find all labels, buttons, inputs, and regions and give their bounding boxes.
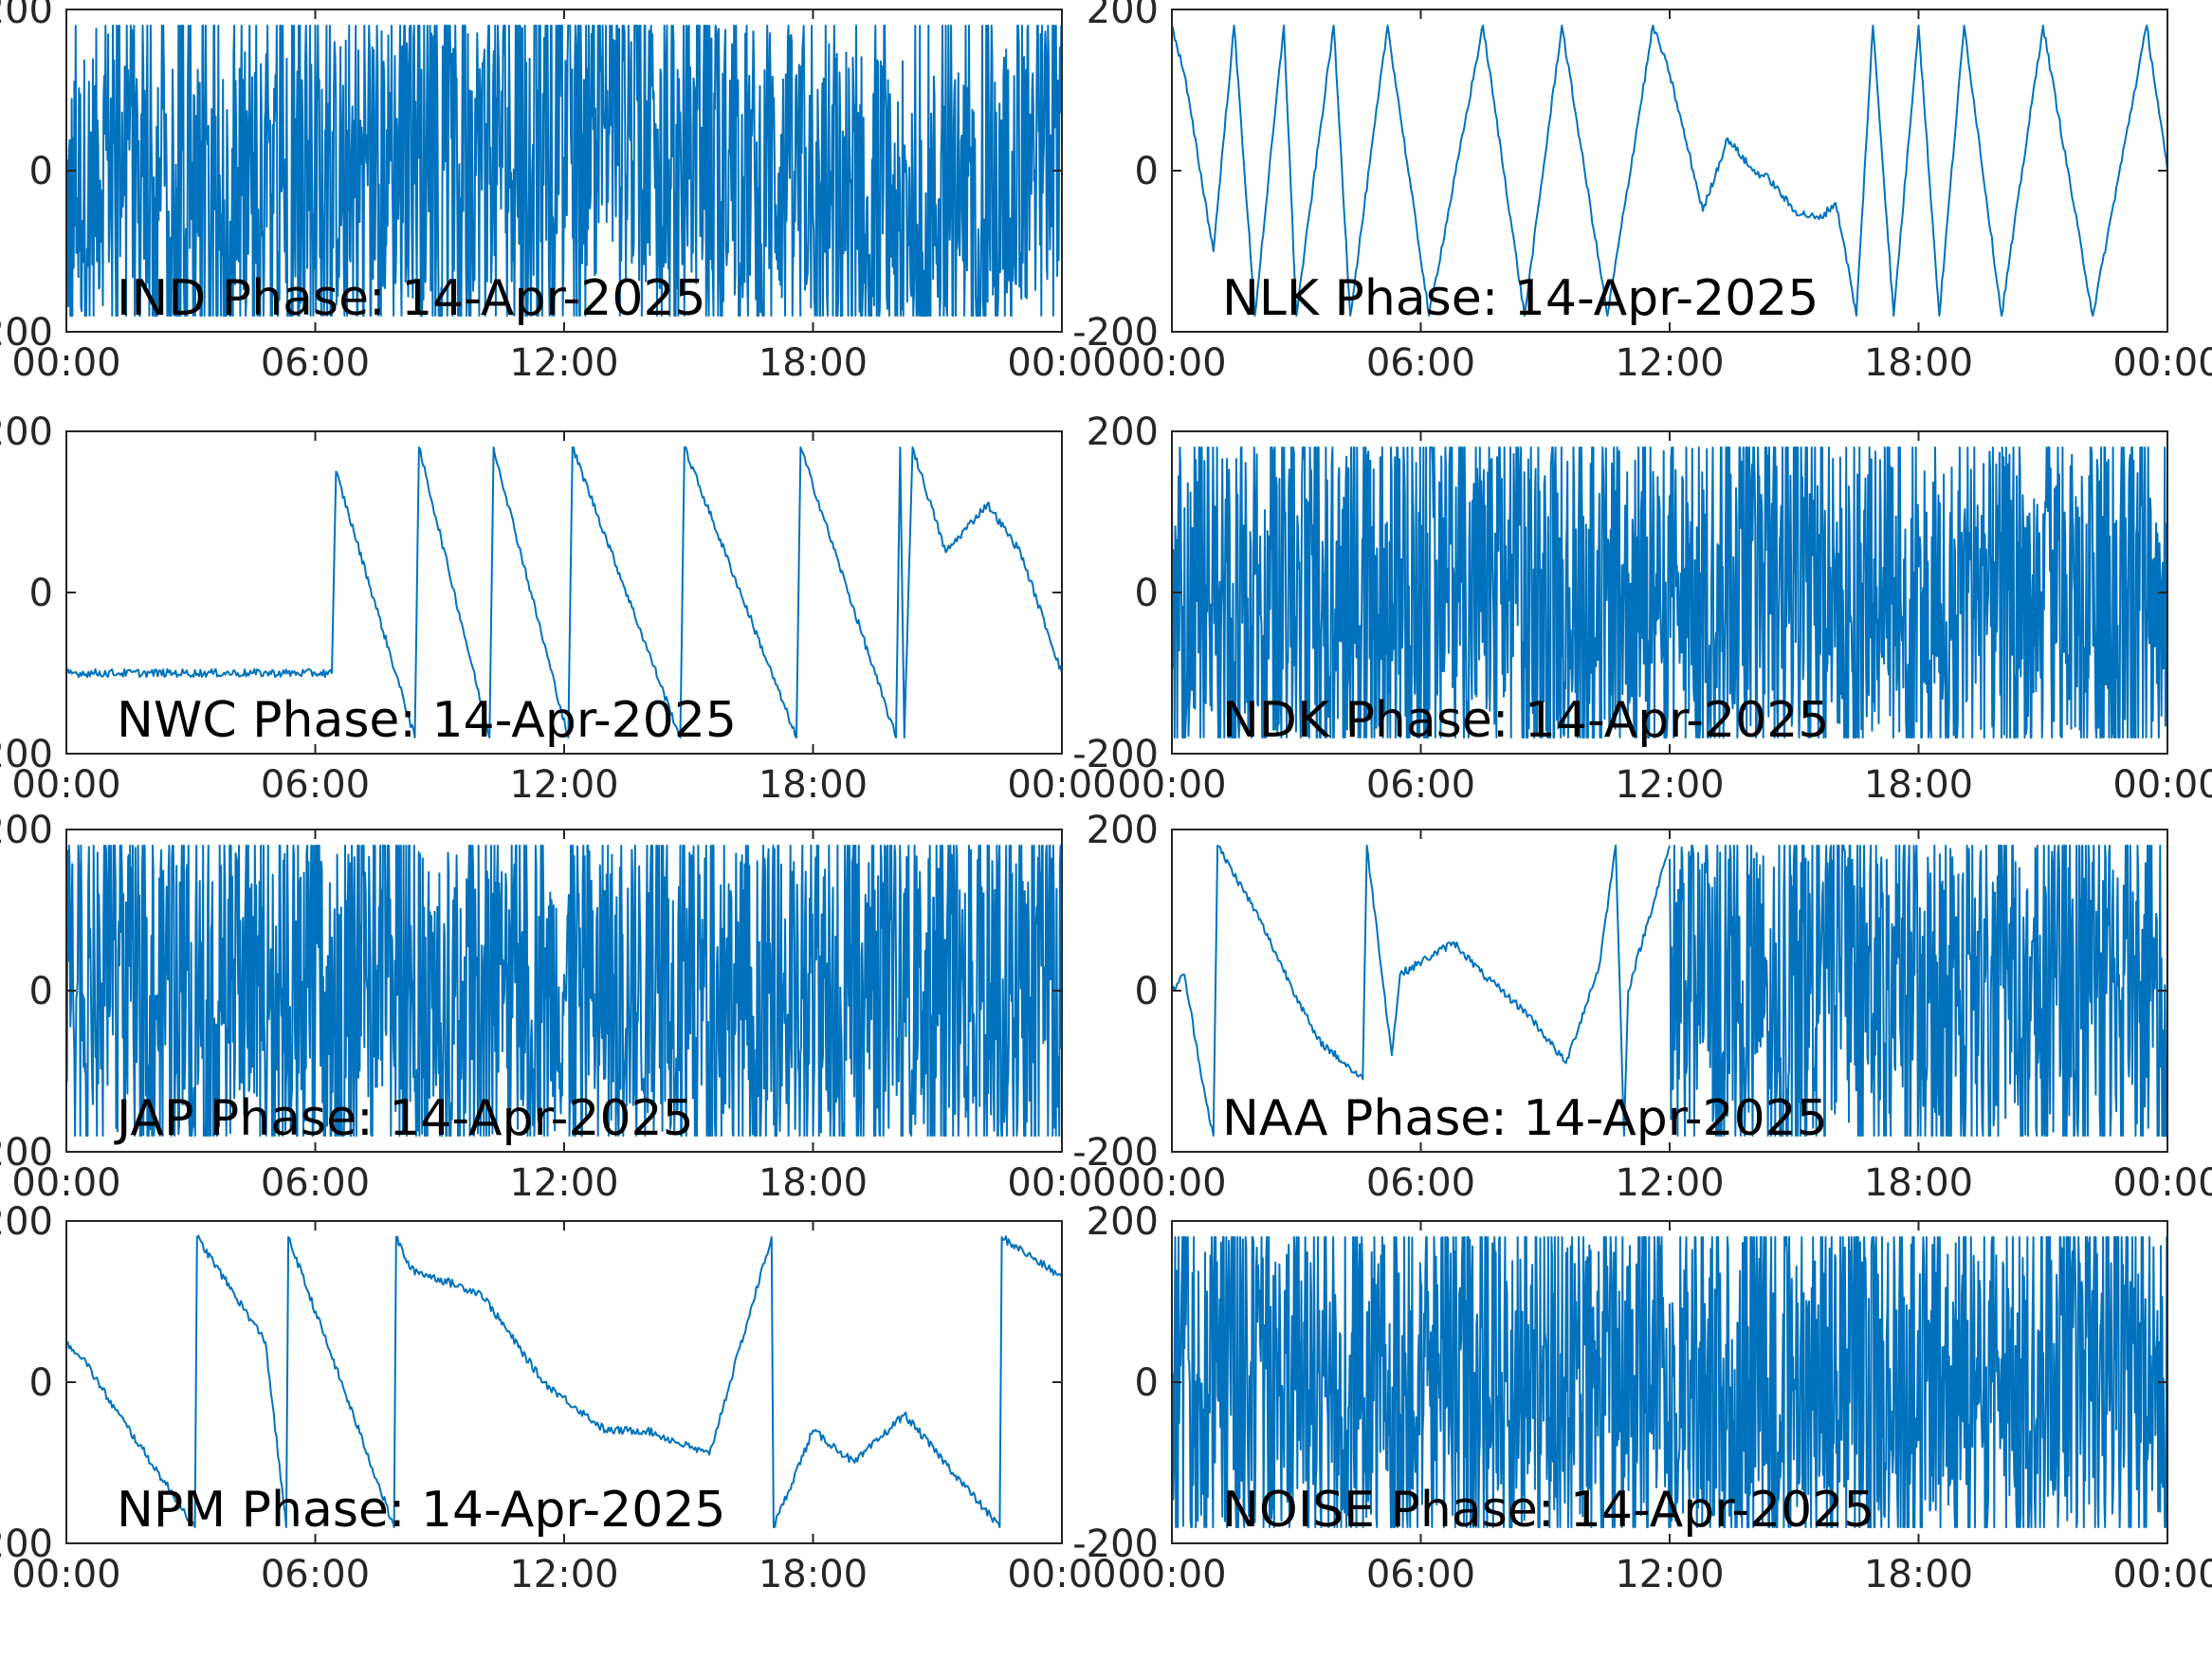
x-tick-label: 06:00 (1366, 763, 1475, 807)
y-tick-label: 200 (1087, 809, 1159, 852)
x-tick-label: 06:00 (1366, 341, 1475, 385)
y-tick-label: 200 (0, 410, 53, 454)
x-tick-label: 00:00 (1007, 1161, 1116, 1205)
y-tick-label: 200 (0, 809, 53, 852)
panel-title: NWC Phase: 14-Apr-2025 (117, 692, 737, 749)
x-tick-label: 00:00 (11, 763, 120, 807)
x-tick-label: 18:00 (759, 1161, 868, 1205)
y-tick-label: -200 (0, 1131, 53, 1175)
y-tick-label: 0 (29, 970, 53, 1013)
panel-title: NAA Phase: 14-Apr-2025 (1222, 1090, 1828, 1147)
y-tick-label: -200 (0, 1522, 53, 1566)
series-line (65, 446, 1063, 738)
y-tick-label: 0 (1135, 572, 1159, 615)
y-tick-label: 0 (1135, 1361, 1159, 1405)
y-tick-label: -200 (1072, 1522, 1159, 1566)
series-line (1669, 845, 2168, 1137)
x-tick-label: 18:00 (759, 341, 868, 385)
series-line (1171, 1236, 2168, 1528)
series-line (1171, 25, 2168, 317)
x-tick-label: 18:00 (1864, 1553, 1973, 1596)
x-tick-label: 06:00 (1366, 1553, 1475, 1596)
series-line (65, 25, 1063, 317)
x-tick-label: 00:00 (11, 341, 120, 385)
x-tick-label: 18:00 (1864, 1161, 1973, 1205)
x-tick-label: 12:00 (509, 763, 618, 807)
x-tick-label: 12:00 (509, 341, 618, 385)
x-tick-label: 06:00 (261, 763, 370, 807)
x-tick-label: 12:00 (1615, 341, 1724, 385)
x-tick-label: 00:00 (1007, 1553, 1116, 1596)
x-tick-label: 18:00 (759, 1553, 868, 1596)
x-tick-label: 06:00 (261, 1161, 370, 1205)
y-tick-label: 200 (0, 0, 53, 32)
panel-title: NDK Phase: 14-Apr-2025 (1222, 692, 1829, 749)
y-tick-label: 200 (1087, 1200, 1159, 1244)
x-tick-label: 00:00 (2112, 763, 2212, 807)
x-tick-label: 06:00 (261, 1553, 370, 1596)
y-tick-label: -200 (1072, 1131, 1159, 1175)
panel-title: NPM Phase: 14-Apr-2025 (117, 1482, 725, 1539)
x-tick-label: 18:00 (1864, 763, 1973, 807)
series-line (65, 1234, 1063, 1528)
y-tick-label: 0 (29, 1361, 53, 1405)
x-tick-label: 12:00 (1615, 763, 1724, 807)
y-tick-label: 0 (29, 150, 53, 193)
x-tick-label: 12:00 (509, 1553, 618, 1596)
x-tick-label: 00:00 (2112, 1553, 2212, 1596)
y-tick-label: 0 (29, 572, 53, 615)
x-tick-label: 00:00 (1117, 341, 1226, 385)
x-tick-label: 12:00 (1615, 1161, 1724, 1205)
x-tick-label: 00:00 (11, 1161, 120, 1205)
y-tick-label: 0 (1135, 150, 1159, 193)
x-tick-label: 00:00 (1117, 1553, 1226, 1596)
y-tick-label: -200 (1072, 733, 1159, 776)
x-tick-label: 00:00 (11, 1553, 120, 1596)
x-tick-label: 00:00 (1007, 763, 1116, 807)
series-line (1171, 447, 2168, 738)
x-tick-label: 18:00 (1864, 341, 1973, 385)
panel-title: NOISE Phase: 14-Apr-2025 (1222, 1482, 1874, 1539)
panel-title: JAP Phase: 14-Apr-2025 (114, 1090, 694, 1147)
x-tick-label: 00:00 (2112, 341, 2212, 385)
y-tick-label: 0 (1135, 970, 1159, 1013)
series-line (1171, 845, 1671, 1137)
y-tick-label: -200 (1072, 311, 1159, 355)
series-line (65, 845, 1063, 1137)
y-tick-label: -200 (0, 733, 53, 776)
x-tick-label: 06:00 (1366, 1161, 1475, 1205)
x-tick-label: 12:00 (1615, 1553, 1724, 1596)
x-tick-label: 12:00 (509, 1161, 618, 1205)
y-tick-label: -200 (0, 311, 53, 355)
plot-area (66, 1221, 1062, 1543)
x-tick-label: 00:00 (1117, 763, 1226, 807)
panel-title: NLK Phase: 14-Apr-2025 (1222, 270, 1819, 327)
plot-area (1172, 9, 2167, 332)
x-tick-label: 18:00 (759, 763, 868, 807)
y-tick-label: 200 (1087, 410, 1159, 454)
y-tick-label: 200 (0, 1200, 53, 1244)
panel-title: IND Phase: 14-Apr-2025 (117, 270, 706, 327)
x-tick-label: 00:00 (1007, 341, 1116, 385)
x-tick-label: 00:00 (2112, 1161, 2212, 1205)
x-tick-label: 06:00 (261, 341, 370, 385)
y-tick-label: 200 (1087, 0, 1159, 32)
x-tick-label: 00:00 (1117, 1161, 1226, 1205)
